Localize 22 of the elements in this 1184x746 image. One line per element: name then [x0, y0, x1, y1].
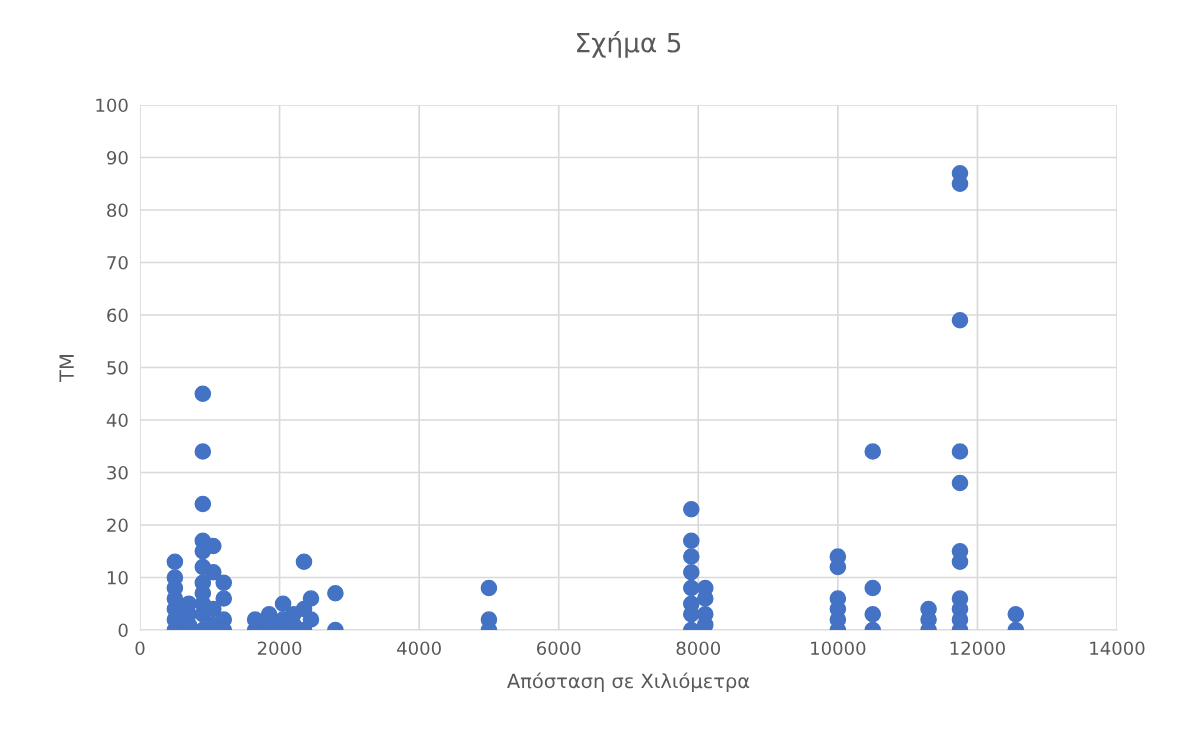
- y-tick-label: 90: [107, 150, 128, 165]
- y-tick-label: 100: [96, 98, 128, 113]
- y-tick-label: 20: [107, 518, 128, 533]
- x-tick-label: 2000: [257, 641, 302, 656]
- y-tick-label: 70: [107, 255, 128, 270]
- x-tick-label: 4000: [397, 641, 441, 656]
- y-tick-label: 80: [107, 203, 128, 218]
- y-tick-label: 40: [106, 413, 128, 428]
- y-tick-label: 60: [107, 308, 128, 323]
- x-tick-label: 8000: [676, 641, 721, 656]
- chart-title: Σχήμα 5: [577, 31, 681, 58]
- x-axis-title: Απόσταση σε Χιλιόμετρα: [507, 672, 750, 693]
- x-tick-label: 12000: [950, 641, 1005, 656]
- x-tick-label: 0: [135, 641, 145, 656]
- x-tick-label: 10000: [811, 641, 866, 656]
- x-tick-label: 14000: [1090, 641, 1145, 656]
- y-tick-label: 0: [118, 623, 128, 638]
- y-tick-label: 30: [107, 465, 128, 480]
- x-tick-label: 6000: [537, 641, 581, 656]
- y-axis-title: TM: [59, 355, 74, 382]
- y-tick-label: 10: [107, 570, 128, 585]
- y-tick-label: 50: [107, 360, 128, 375]
